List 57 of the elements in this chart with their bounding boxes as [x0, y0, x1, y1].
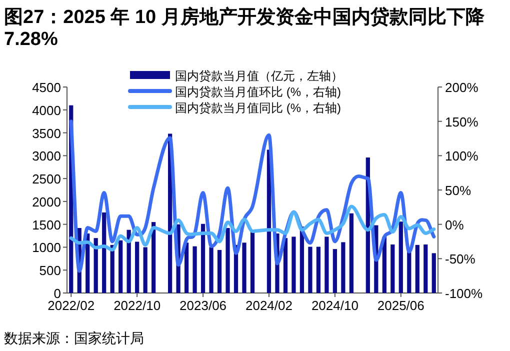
y2-tick-label: -50% [445, 252, 476, 267]
x-tick-label: 2023/06 [180, 298, 227, 313]
bar [192, 246, 197, 293]
bar [341, 242, 346, 293]
y-tick-label: 2000 [32, 194, 61, 210]
y2-tick-label: 0% [445, 217, 464, 232]
bar [398, 222, 403, 293]
y-tick-label: 0 [54, 286, 61, 301]
bar [184, 242, 189, 293]
y-tick-label: 3500 [32, 126, 61, 141]
bar [94, 238, 98, 293]
bar [226, 228, 230, 293]
bar [332, 249, 338, 293]
bar [415, 244, 420, 293]
x-tick-label: 2024/02 [245, 298, 292, 313]
legend-label: 国内贷款当月值同比 (%，右轴) [175, 101, 341, 115]
y-tick-label: 500 [39, 263, 61, 278]
y2-tick-label: 200% [445, 80, 479, 95]
bar [292, 236, 296, 293]
bar [349, 213, 354, 293]
y2-tick-label: 150% [445, 114, 479, 130]
y-tick-label: 4500 [32, 80, 61, 95]
bar [143, 247, 148, 293]
x-tick-label: 2025/06 [377, 298, 424, 313]
bar [217, 250, 222, 293]
y-tick-label: 1500 [32, 217, 61, 232]
x-tick-label: 2024/10 [311, 298, 358, 313]
bar [283, 238, 288, 293]
y2-tick-label: -100% [445, 286, 484, 301]
y-tick-label: 1000 [32, 240, 61, 256]
bar [250, 232, 255, 293]
legend-label: 国内贷款当月值（亿元，左轴） [175, 69, 343, 83]
legend-label: 国内贷款当月值环比 (%，右轴) [175, 85, 341, 99]
chart-title: 图27：2025 年 10 月房地产开发资金中国内贷款同比下降 7.28% [4, 6, 490, 50]
x-tick-label: 2022/02 [48, 298, 95, 313]
source-note: 数据来源：国家统计局 [4, 330, 144, 346]
bar [200, 224, 206, 293]
bar [308, 246, 312, 293]
x-tick-label: 2022/10 [114, 298, 161, 313]
y-tick-label: 3000 [32, 148, 61, 164]
bar [135, 242, 140, 293]
bar [424, 244, 428, 293]
bar [242, 242, 246, 293]
line-series [69, 120, 436, 273]
bar [209, 247, 214, 293]
y-tick-label: 4000 [32, 102, 61, 118]
y-tick-label: 2500 [32, 172, 61, 187]
y2-tick-label: 50% [445, 183, 472, 198]
bar [102, 212, 106, 293]
line-series [69, 204, 436, 252]
bar [390, 244, 395, 293]
bar [118, 240, 123, 293]
bar [432, 253, 436, 293]
y2-tick-label: 100% [445, 148, 479, 164]
bar [152, 222, 156, 293]
bar [324, 236, 329, 293]
bar [316, 246, 321, 293]
